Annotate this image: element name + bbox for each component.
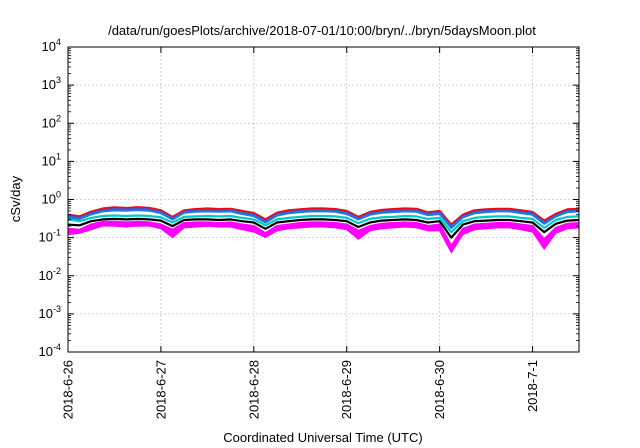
series-2-line	[67, 214, 580, 234]
series-3-line	[67, 206, 580, 226]
x-tick-label: 2018-6-27	[153, 360, 168, 419]
y-tick-label: 102	[42, 113, 61, 130]
x-axis-ticks: 2018-6-26 2018-6-27 2018-6-28 2018-6-29 2018…	[61, 47, 540, 419]
y-tick-label: 104	[42, 37, 61, 54]
x-tick-label: 2018-7-1	[525, 360, 540, 412]
y-tick-label: 10-4	[39, 342, 61, 359]
y-tick-label: 101	[42, 151, 61, 168]
series-1-line	[67, 217, 580, 239]
series-5-line	[67, 208, 580, 229]
series-layer	[67, 206, 580, 254]
y-tick-label: 10-3	[39, 304, 61, 321]
y-tick-label: 10-1	[39, 228, 61, 245]
x-tick-label: 2018-6-30	[432, 360, 447, 419]
grid-lines	[68, 47, 579, 352]
series-0-line	[67, 220, 580, 248]
chart-title: /data/run/goesPlots/archive/2018-07-01/1…	[108, 23, 536, 38]
y-tick-label: 103	[42, 75, 61, 92]
y-tick-label: 100	[42, 190, 61, 207]
x-tick-label: 2018-6-29	[339, 360, 354, 419]
x-tick-label: 2018-6-28	[246, 360, 261, 419]
y-tick-label: 10-2	[39, 266, 61, 283]
y-axis-label: cSv/day	[8, 175, 23, 222]
x-axis-label: Coordinated Universal Time (UTC)	[223, 430, 422, 445]
x-tick-label: 2018-6-26	[61, 360, 76, 419]
